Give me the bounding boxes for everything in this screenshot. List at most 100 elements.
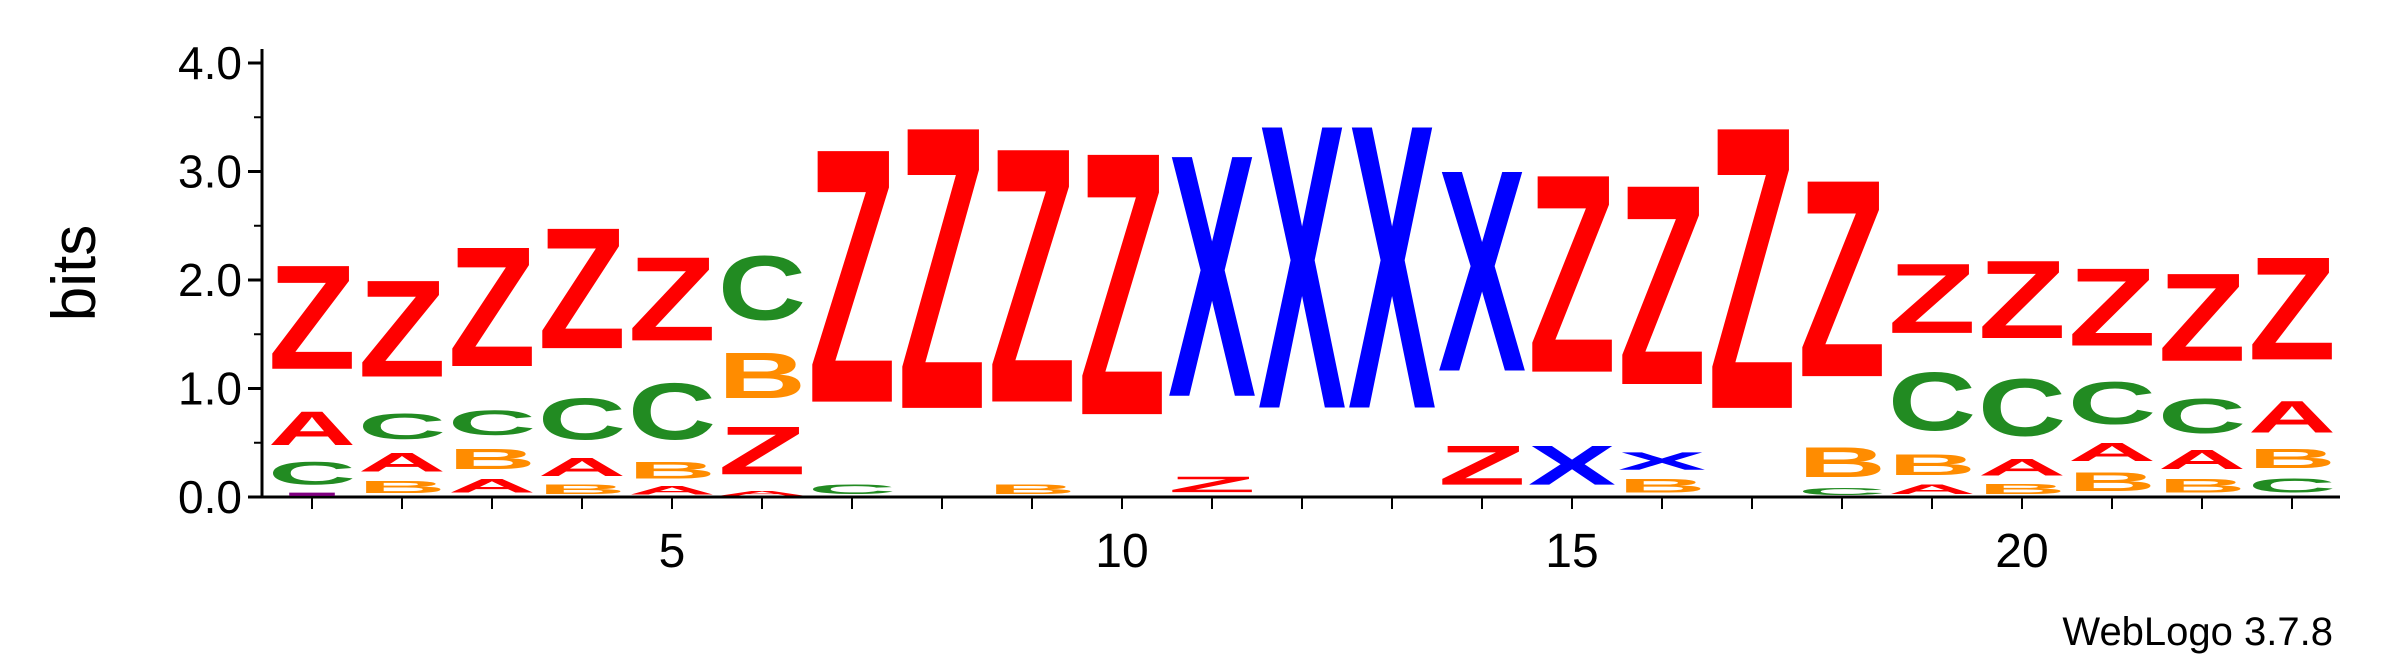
y-tick-label: 0.0 <box>178 471 242 523</box>
logo-letter: Z <box>1798 120 1886 436</box>
logo-letter: C <box>1888 356 1976 449</box>
logo-letter: C <box>538 386 626 452</box>
logo-letter: C <box>1798 486 1886 497</box>
logo-letter: Z <box>1528 114 1616 432</box>
logo-letter: C <box>718 236 806 339</box>
logo-letter: C <box>2068 370 2156 437</box>
logo-letter: Z <box>1438 434 1526 497</box>
logo-letter: A <box>1978 453 2066 480</box>
logo-letter: X <box>1168 81 1257 470</box>
ticks: 0.0 1.0 2.0 3.0 4.0 5 10 15 20 <box>178 37 2293 578</box>
y-axis-title: bits <box>40 225 109 321</box>
logo-letter: Z <box>1978 238 2066 363</box>
logo-letter: A <box>628 484 716 497</box>
x-tick-label: 5 <box>659 525 686 578</box>
position-stack: Z <box>898 43 986 495</box>
logo-letter: C <box>1978 362 2066 453</box>
position-stack: XZ <box>1528 114 1616 496</box>
logo-letter: A <box>358 447 446 477</box>
logo-letter: B <box>2248 443 2336 474</box>
x-tick-label: 15 <box>1545 525 1598 578</box>
position-stack: Z <box>1708 43 1796 495</box>
logo-letter: B <box>448 443 536 475</box>
logo-letter: B <box>1798 438 1886 486</box>
logo-letter: Z <box>358 251 446 406</box>
logo-letter: C <box>2248 474 2336 497</box>
logo-letter: Z <box>1708 43 1796 495</box>
logo-letter: X <box>1618 447 1706 475</box>
logo-letter: Z <box>1618 126 1706 446</box>
logo-letter: A <box>268 401 356 455</box>
logo-letter: Z <box>2158 247 2246 388</box>
logo-letter: B <box>1618 475 1706 497</box>
position-stack: X <box>1258 40 1347 495</box>
logo-letter: A <box>2068 437 2156 466</box>
logo-letter: B <box>2068 466 2156 496</box>
position-stack: ZX <box>1438 109 1526 497</box>
logo-letter: Z <box>448 211 536 403</box>
logo-letter: X <box>1348 40 1437 495</box>
logo-letter: A <box>718 489 806 497</box>
logo-letter: Z <box>2068 245 2156 370</box>
logo-letter: B <box>358 478 446 497</box>
position-stack: CZ <box>808 72 896 497</box>
logo-letter: Z <box>268 234 356 401</box>
logo-letter: X <box>1528 434 1616 497</box>
logo-letter: B <box>628 457 716 484</box>
logo-letter: Z <box>718 412 806 489</box>
logo-letter: C <box>448 404 536 443</box>
x-tick-label: 10 <box>1095 525 1148 578</box>
logo-letter: C <box>628 367 716 457</box>
logo-letter: Z <box>538 192 626 386</box>
position-stack: CBZ <box>1798 120 1886 497</box>
position-stack: BXZ <box>1618 126 1706 497</box>
logo-letter: Z <box>1888 244 1976 355</box>
logo-letter: B <box>538 482 626 497</box>
position-stack: BZ <box>988 71 1076 497</box>
credit-label: WebLogo 3.7.8 <box>2062 610 2333 654</box>
logo-letter: C <box>358 407 446 447</box>
logo-letter: Z <box>898 43 986 495</box>
logo-letter: A <box>2158 444 2246 475</box>
logo-letter: C <box>808 482 896 497</box>
logo-letter: C <box>2158 388 2246 443</box>
logo-letter: B <box>718 340 806 412</box>
y-tick-label: 2.0 <box>178 254 242 306</box>
logo-letter: B <box>1978 481 2066 497</box>
position-stack: Z <box>1078 75 1166 495</box>
y-tick-label: 4.0 <box>178 37 242 89</box>
logo-letter: Z <box>1078 75 1166 495</box>
y-tick-label: 1.0 <box>178 363 242 415</box>
logo-letter: B <box>2158 475 2246 497</box>
logo-letter: A <box>448 475 536 497</box>
logo-letter: A <box>2248 392 2336 442</box>
x-tick-label: 20 <box>1995 525 2048 578</box>
logo-letter: Z <box>988 71 1076 479</box>
y-tick-label: 3.0 <box>178 146 242 198</box>
logo-letter: X <box>1438 109 1526 432</box>
position-stack: ZX <box>1168 81 1257 497</box>
logo-letter: Z <box>808 72 896 480</box>
logo-letter: B <box>988 482 1076 497</box>
position-stack: X <box>1348 40 1437 495</box>
logo-letter: A <box>1888 482 1976 497</box>
logo-letter: A <box>538 452 626 481</box>
logo-letter: B <box>1888 448 1976 482</box>
logo-letter: Z <box>1168 472 1256 497</box>
logo-letter: I <box>268 492 356 497</box>
logo-letter: X <box>1258 40 1347 495</box>
logo-letter: Z <box>2248 226 2336 391</box>
